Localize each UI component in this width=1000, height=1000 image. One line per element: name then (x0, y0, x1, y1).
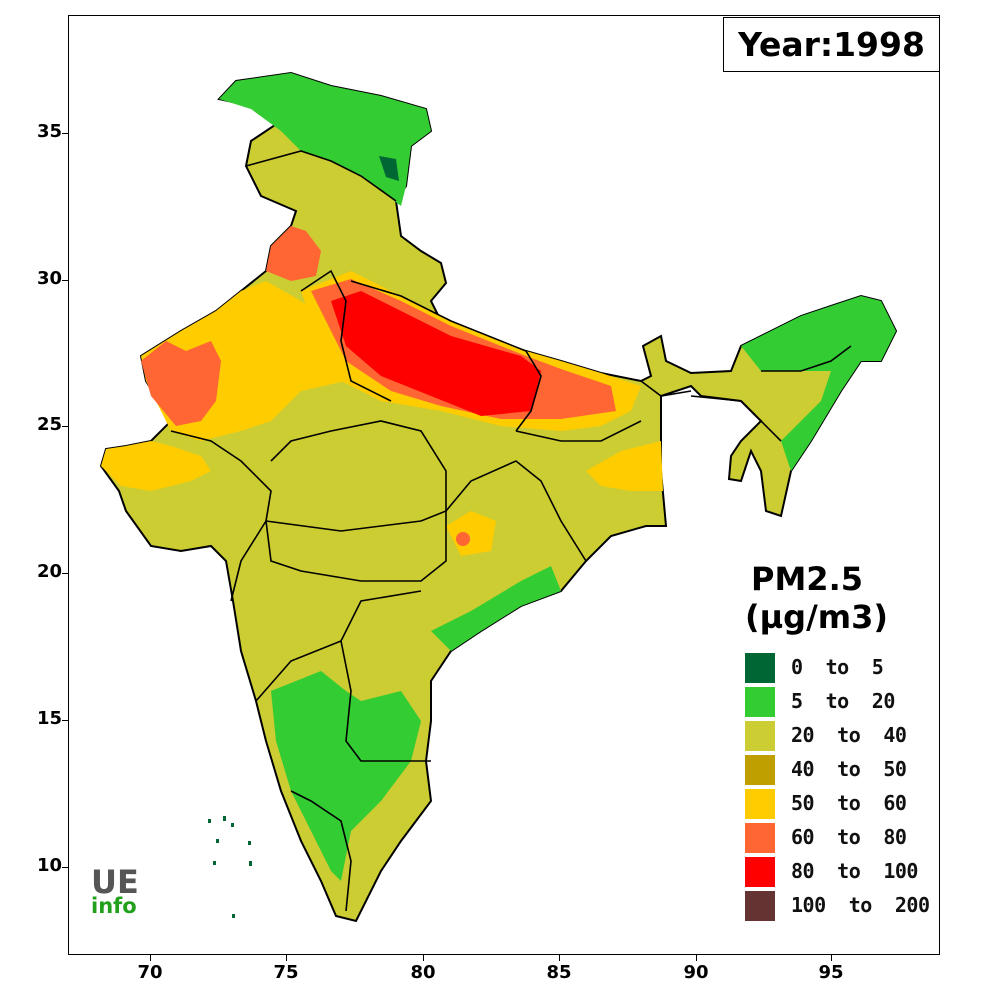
ue-info-logo: UE info (91, 866, 139, 917)
legend-label: 80 to 100 (791, 859, 918, 883)
legend-title: PM2.5 (µg/m3) (745, 560, 925, 636)
legend-item: 100 to 200 (745, 891, 945, 921)
legend-swatch (745, 857, 775, 887)
legend-swatch (745, 755, 775, 785)
x-tick-label: 90 (683, 962, 709, 983)
x-tick-mark (831, 955, 832, 961)
x-tick-label: 80 (410, 962, 436, 983)
legend-swatch (745, 653, 775, 683)
state-borders (170, 150, 852, 912)
x-tick-label: 95 (818, 962, 844, 983)
y-tick-label: 30 (36, 268, 62, 289)
region-gujarat-yellow (101, 441, 211, 491)
legend-label: 100 to 200 (791, 893, 930, 917)
legend-label: 0 to 5 (791, 655, 884, 679)
legend-swatch (745, 823, 775, 853)
legend-item: 0 to 5 (745, 653, 945, 683)
logo-line1: UE (91, 863, 139, 901)
x-tick-mark (559, 955, 560, 961)
y-tick-mark (62, 867, 68, 868)
x-tick-label: 75 (273, 962, 299, 983)
year-label: Year:1998 (723, 17, 940, 72)
region-northeast-green (741, 296, 896, 471)
logo-line2: info (91, 894, 137, 918)
legend-item: 5 to 20 (745, 687, 945, 717)
legend-label: 40 to 50 (791, 757, 907, 781)
y-tick-mark (62, 133, 68, 134)
y-tick-label: 10 (36, 855, 62, 876)
y-tick-label: 15 (36, 708, 62, 729)
x-tick-mark (423, 955, 424, 961)
y-tick-mark (62, 426, 68, 427)
x-tick-label: 70 (137, 962, 163, 983)
y-tick-label: 35 (36, 121, 62, 142)
region-east-green (431, 566, 561, 651)
map-frame (68, 15, 940, 955)
legend-title-line1: PM2.5 (751, 560, 863, 598)
legend-swatch (745, 687, 775, 717)
x-tick-mark (286, 955, 287, 961)
legend-item: 60 to 80 (745, 823, 945, 853)
y-tick-mark (62, 720, 68, 721)
legend-swatch (745, 789, 775, 819)
legend-title-line2: (µg/m3) (745, 598, 888, 636)
region-west-orange (141, 341, 221, 426)
y-tick-mark (62, 573, 68, 574)
legend-label: 50 to 60 (791, 791, 907, 815)
y-tick-label: 25 (36, 414, 62, 435)
y-tick-label: 20 (36, 561, 62, 582)
x-tick-mark (696, 955, 697, 961)
region-gangetic-red (331, 291, 541, 416)
lakshadweep-islands (208, 816, 252, 918)
legend-item: 40 to 50 (745, 755, 945, 785)
region-punjab-orange (266, 226, 321, 281)
dark-spot-north (379, 156, 399, 181)
region-central-yellow (446, 511, 496, 556)
legend-item: 20 to 40 (745, 721, 945, 751)
legend-label: 20 to 40 (791, 723, 907, 747)
y-tick-mark (62, 280, 68, 281)
legend-label: 5 to 20 (791, 689, 895, 713)
x-tick-label: 85 (546, 962, 572, 983)
legend-item: 80 to 100 (745, 857, 945, 887)
legend-label: 60 to 80 (791, 825, 907, 849)
region-bengal-yellow (586, 441, 663, 491)
region-north-green (219, 73, 431, 206)
region-central-hotspot (456, 532, 470, 546)
legend-swatch (745, 891, 775, 921)
legend-swatch (745, 721, 775, 751)
legend-item: 50 to 60 (745, 789, 945, 819)
x-tick-mark (150, 955, 151, 961)
region-south-green (271, 671, 421, 881)
india-pm25-map (99, 71, 898, 923)
